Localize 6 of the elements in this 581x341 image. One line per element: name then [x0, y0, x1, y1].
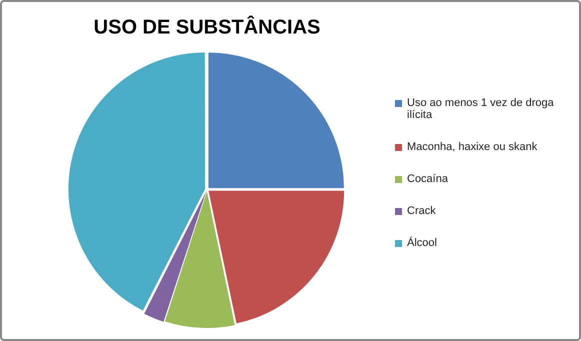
- legend-label: Cocaína: [407, 173, 448, 185]
- legend-label: Uso ao menos 1 vez de droga ilícita: [407, 97, 555, 121]
- legend-label: Crack: [407, 205, 436, 217]
- legend-label: Maconha, haxixe ou skank: [407, 141, 538, 153]
- legend-label: Álcool: [407, 237, 437, 249]
- chart-title: USO DE SUBSTÂNCIAS: [94, 16, 320, 39]
